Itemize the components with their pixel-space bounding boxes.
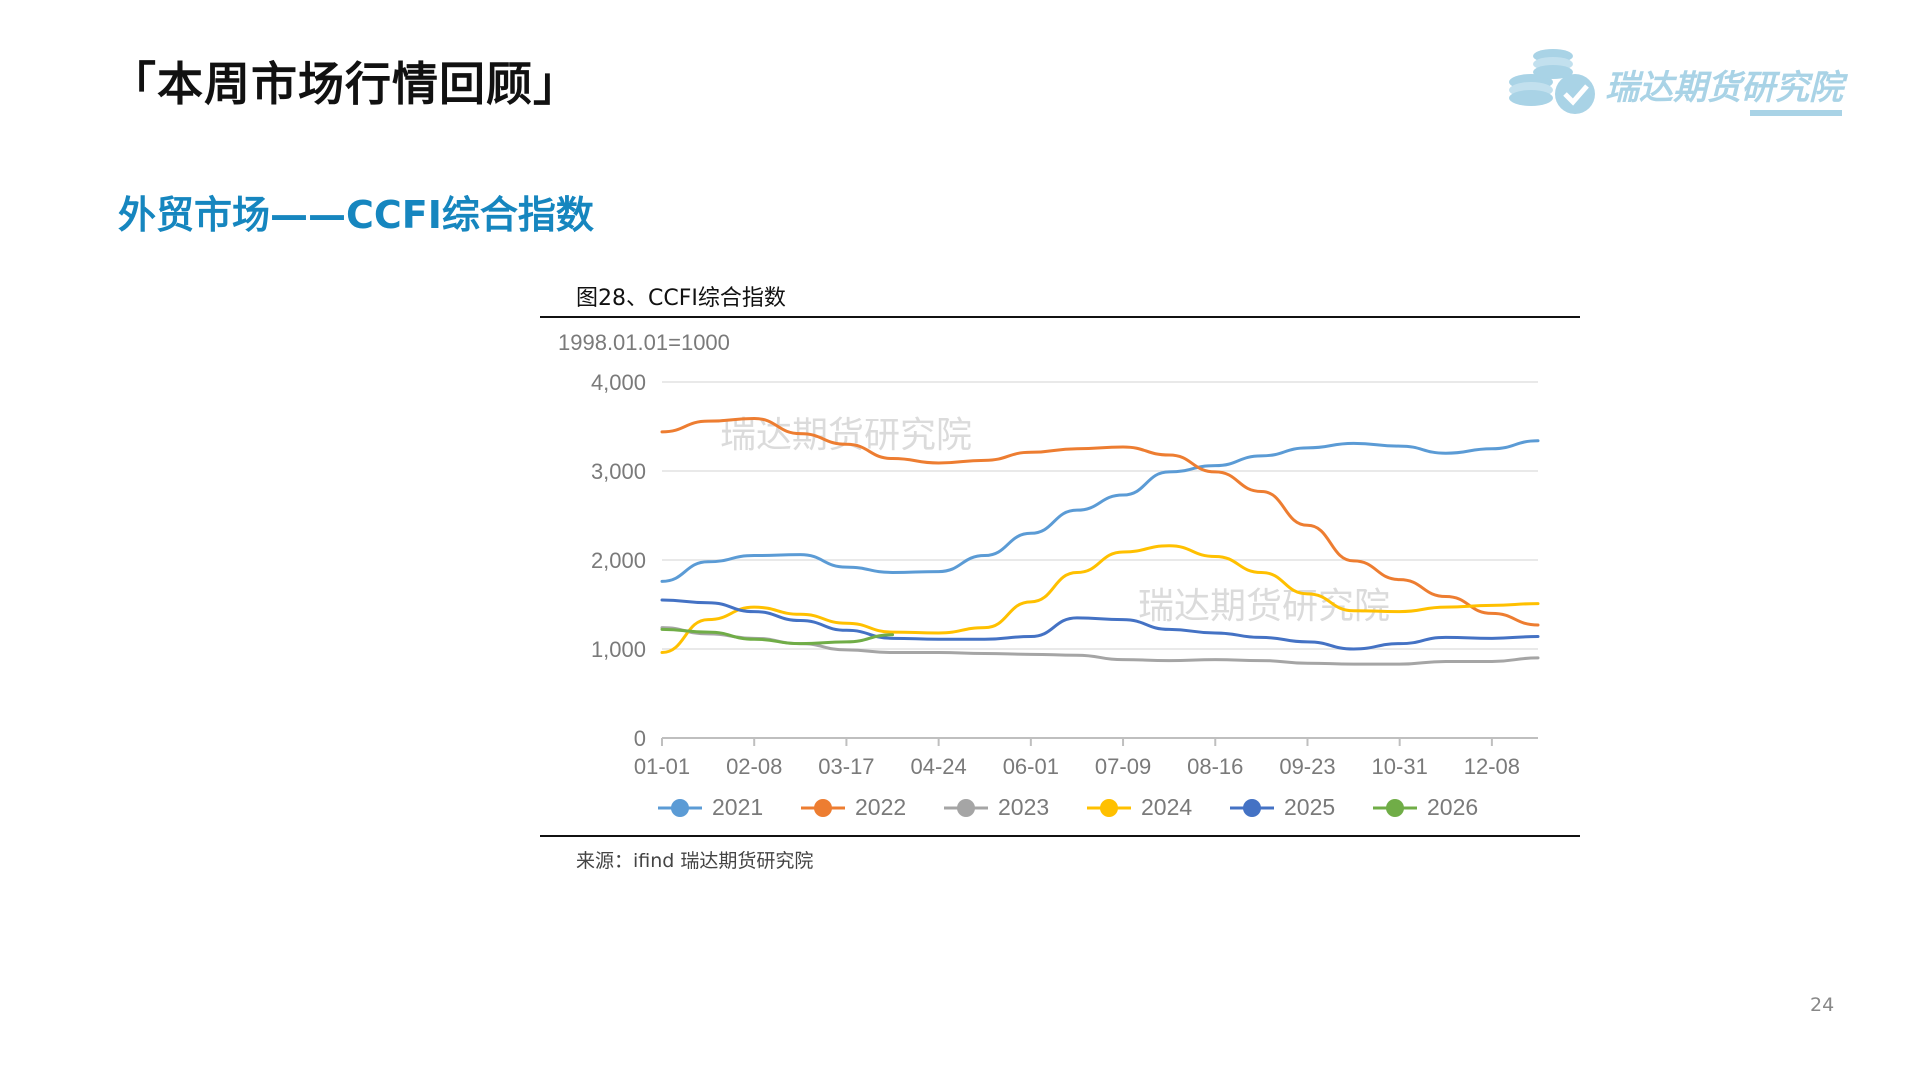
series-line-2026 [660,627,895,646]
y-tick-label: 1,000 [591,637,646,662]
section-title: 外贸市场——CCFI综合指数 [118,193,594,237]
x-tick-label: 07-09 [1095,754,1151,779]
legend-swatch-marker [671,799,689,817]
legend-swatch-marker [1386,799,1404,817]
brand-logo: 瑞达期货研究院 [1505,38,1845,122]
legend-swatch-marker [1243,799,1261,817]
logo-text: 瑞达期货研究院 [1605,68,1843,108]
x-tick-label: 02-08 [726,754,782,779]
watermark-lower: 瑞达期货研究院 [1138,586,1390,627]
ccfi-line-chart: 1998.01.01=1000 瑞达期货研究院 瑞达期货研究院 0 1,000 2,… [558,330,1540,820]
y-tick-label: 4,000 [591,370,646,395]
y-axis-unit-label: 1998.01.01=1000 [558,330,730,355]
x-tick-label: 03-17 [818,754,874,779]
x-tick-label: 01-01 [634,754,690,779]
series-line-2022 [660,416,1540,627]
legend-label: 2025 [1284,794,1335,820]
legend-swatch-marker [957,799,975,817]
coins-icon [1509,49,1595,114]
series-line-2023 [660,626,1540,666]
x-tick-label: 09-23 [1279,754,1335,779]
page-number: 24 [1810,994,1835,1016]
legend-label: 2024 [1141,794,1192,820]
legend-label: 2021 [712,794,763,820]
legend-swatch-marker [814,799,832,817]
page-title: 「本周市场行情回顾」 [110,57,580,111]
x-tick-label: 10-31 [1372,754,1428,779]
watermark-upper: 瑞达期货研究院 [720,415,972,456]
figure-bottom-rule [540,835,1580,837]
legend-swatch-marker [1100,799,1118,817]
series-line-2024 [660,544,1540,655]
x-tick-label: 04-24 [910,754,966,779]
x-tick-label: 08-16 [1187,754,1243,779]
x-tick-label: 12-08 [1464,754,1520,779]
legend-label: 2022 [855,794,906,820]
figure-top-rule [540,316,1580,318]
x-tick-label: 06-01 [1003,754,1059,779]
y-tick-label: 2,000 [591,548,646,573]
series-line-2025 [660,598,1540,651]
figure-caption: 图28、CCFI综合指数 [576,286,786,311]
y-tick-label: 3,000 [591,459,646,484]
logo-underline [1750,110,1842,116]
legend-label: 2026 [1427,794,1478,820]
series-line-2021 [660,439,1540,583]
figure-source: 来源：ifind 瑞达期货研究院 [576,850,814,872]
legend-label: 2023 [998,794,1049,820]
y-tick-label: 0 [634,726,646,751]
